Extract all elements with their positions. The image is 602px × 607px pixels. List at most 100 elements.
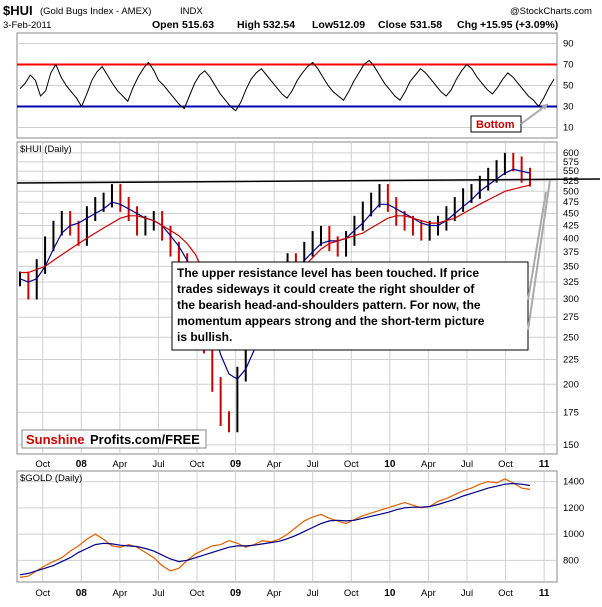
watermark-profits: Profits.com/FREE	[90, 432, 200, 447]
rsi-line	[19, 59, 555, 112]
x-tick-label: Oct	[35, 459, 50, 470]
chart-date: 3-Feb-2011	[3, 20, 51, 31]
close-value: 531.58	[410, 19, 442, 31]
rsi-y-tick: 70	[563, 60, 574, 71]
chart-description: (Gold Bugs Index - AMEX)	[40, 6, 151, 17]
gold-ma-line	[19, 482, 531, 576]
rsi-y-tick: 10	[563, 123, 574, 134]
hui-y-tick: 250	[563, 332, 579, 343]
x-tick-label: Oct	[190, 459, 205, 470]
gold-y-tick: 1000	[563, 529, 584, 540]
rsi-y-tick: 30	[563, 102, 574, 113]
x-tick-label: 08	[76, 459, 88, 470]
hui-y-tick: 600	[563, 148, 579, 159]
gold-price-line	[19, 478, 531, 578]
gold-series	[19, 478, 531, 578]
commentary-line-3: the bearish head-and-shoulders pattern. …	[177, 298, 481, 312]
x-tick-label: Apr	[421, 588, 436, 599]
x-tick-label: Oct	[344, 459, 359, 470]
x-tick-label: Oct	[498, 588, 513, 599]
x-tick-label: Apr	[112, 459, 127, 470]
hui-y-tick: 450	[563, 208, 579, 219]
x-tick-label: Oct	[344, 588, 359, 599]
hui-y-tick: 150	[563, 440, 579, 451]
x-tick-label: Jul	[152, 588, 164, 599]
commentary-line-5: is bullish.	[177, 330, 232, 344]
x-tick-label: Jul	[461, 588, 473, 599]
low-label: Low	[312, 19, 334, 31]
commentary-arrow	[527, 191, 547, 301]
chg-label: Chg	[457, 19, 477, 31]
x-tick-label: Jul	[461, 459, 473, 470]
hui-y-tick: 425	[563, 221, 579, 232]
commentary-line-4: momentum appears strong and the short-te…	[177, 314, 485, 328]
x-tick-label: Oct	[498, 459, 513, 470]
high-label: High	[237, 19, 260, 31]
hui-y-tick: 475	[563, 197, 579, 208]
copyright-text: @StockCharts.com	[510, 6, 592, 17]
commentary-line-2: trades sideways it could create the righ…	[177, 282, 475, 296]
bottom-arrow-head	[541, 104, 548, 110]
gold-x-axis: Oct 08 Apr Jul Oct 09 Apr Jul Oct 10 Apr Jul Oct 11	[35, 471, 550, 599]
gold-grid	[17, 481, 557, 561]
x-tick-label: Jul	[152, 459, 164, 470]
hui-y-tick: 350	[563, 261, 579, 272]
hui-panel-frame	[16, 141, 558, 455]
gold-y-tick: 1200	[563, 503, 584, 514]
x-tick-label: 11	[539, 588, 550, 599]
gold-panel-title: $GOLD (Daily)	[20, 473, 82, 484]
hui-y-tick: 325	[563, 277, 579, 288]
hui-y-tick: 500	[563, 186, 579, 197]
gold-y-tick: 1400	[563, 477, 584, 488]
rsi-grid	[17, 43, 557, 128]
commentary-box	[171, 261, 529, 351]
hui-y-tick: 300	[563, 294, 579, 305]
x-tick-label: 08	[76, 588, 88, 599]
gold-panel-frame	[16, 470, 558, 583]
hui-y-tick: 275	[563, 312, 579, 323]
gold-y-axis: 1400 1200 1000 800	[563, 477, 584, 567]
x-tick-label: Apr	[112, 588, 127, 599]
hui-y-tick: 200	[563, 379, 579, 390]
x-tick-label: Oct	[190, 588, 205, 599]
rsi-y-tick: 50	[563, 81, 574, 92]
hui-panel-title: $HUI (Daily)	[20, 144, 72, 155]
watermark-box	[21, 429, 207, 449]
x-tick-label: 11	[539, 459, 550, 470]
hui-y-tick: 375	[563, 247, 579, 258]
x-tick-label: Jul	[307, 459, 319, 470]
x-tick-label: 09	[230, 588, 242, 599]
chart-symbol: $HUI	[3, 3, 33, 18]
x-tick-label: Apr	[267, 588, 282, 599]
chg-value: +15.95 (+3.09%)	[480, 19, 558, 31]
x-tick-label: Apr	[267, 459, 282, 470]
x-tick-label: Apr	[421, 459, 436, 470]
x-tick-label: Oct	[35, 588, 50, 599]
x-tick-label: 10	[384, 588, 396, 599]
hui-y-tick: 400	[563, 233, 579, 244]
watermark-sunshine: Sunshine	[26, 432, 85, 447]
hui-y-tick: 175	[563, 407, 579, 418]
commentary-arrow-2	[527, 179, 551, 331]
resistance-line	[16, 178, 601, 184]
hui-y-tick: 525	[563, 176, 579, 187]
hui-y-tick: 550	[563, 166, 579, 177]
low-value: 512.09	[333, 19, 365, 31]
bottom-label: Bottom	[476, 119, 515, 131]
rsi-series	[19, 59, 555, 112]
close-label: Close	[378, 19, 407, 31]
hui-y-tick: 225	[563, 354, 579, 365]
open-value: 515.63	[182, 19, 214, 31]
hui-y-tick: 575	[563, 157, 579, 168]
gold-y-tick: 800	[563, 555, 579, 566]
x-tick-label: 10	[384, 459, 396, 470]
high-value: 532.54	[263, 19, 295, 31]
commentary-line-1: The upper resistance level has been touc…	[177, 266, 479, 280]
chart-exchange: INDX	[180, 6, 203, 17]
rsi-y-tick: 90	[563, 39, 574, 50]
x-tick-label: Jul	[307, 588, 319, 599]
open-label: Open	[152, 19, 179, 31]
